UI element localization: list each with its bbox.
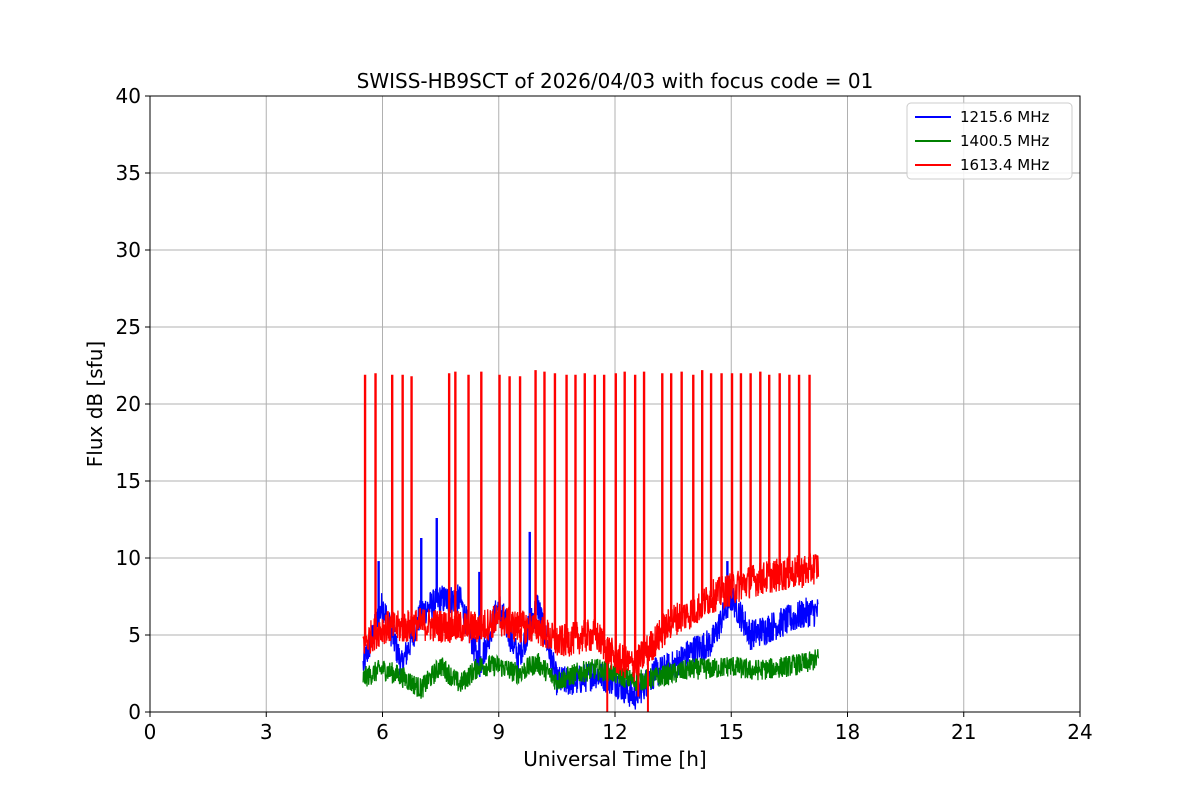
y-tick-label-2: 10 <box>116 546 141 570</box>
axis-ticks: 0 3 6 9 12 15 18 21 24 0 5 10 15 20 25 30 35 40 <box>116 84 1093 744</box>
y-axis-label: Flux dB [sfu] <box>83 341 107 467</box>
legend-label-0: 1215.6 MHz <box>960 108 1049 126</box>
x-tick-label-2: 6 <box>376 720 389 744</box>
y-tick-label-5: 25 <box>116 315 141 339</box>
series-line-2 <box>362 552 820 682</box>
x-tick-label-3: 9 <box>492 720 505 744</box>
series-line-0 <box>362 582 819 710</box>
y-tick-label-8: 40 <box>116 84 141 108</box>
y-tick-label-1: 5 <box>128 623 141 647</box>
series-line-1 <box>362 649 820 699</box>
x-tick-label-0: 0 <box>144 720 157 744</box>
chart-title: SWISS-HB9SCT of 2026/04/03 with focus co… <box>357 69 874 93</box>
series-2 <box>362 370 820 712</box>
series-1 <box>362 649 820 699</box>
legend-box <box>906 102 1073 180</box>
x-tick-label-1: 3 <box>260 720 273 744</box>
y-tick-label-4: 20 <box>116 392 141 416</box>
legend-label-2: 1613.4 MHz <box>960 156 1049 174</box>
legend: 1215.6 MHz 1400.5 MHz 1613.4 MHz <box>906 102 1073 180</box>
y-tick-label-6: 30 <box>116 238 141 262</box>
x-tick-label-8: 24 <box>1067 720 1092 744</box>
legend-label-1: 1400.5 MHz <box>960 132 1049 150</box>
y-tick-label-3: 15 <box>116 469 141 493</box>
x-axis-label: Universal Time [h] <box>523 747 706 771</box>
x-tick-label-7: 21 <box>951 720 976 744</box>
plot-area <box>362 370 820 712</box>
x-tick-label-5: 15 <box>719 720 744 744</box>
y-tick-label-0: 0 <box>128 700 141 724</box>
x-tick-label-4: 12 <box>602 720 627 744</box>
y-tick-label-7: 35 <box>116 161 141 185</box>
x-tick-label-6: 18 <box>835 720 860 744</box>
